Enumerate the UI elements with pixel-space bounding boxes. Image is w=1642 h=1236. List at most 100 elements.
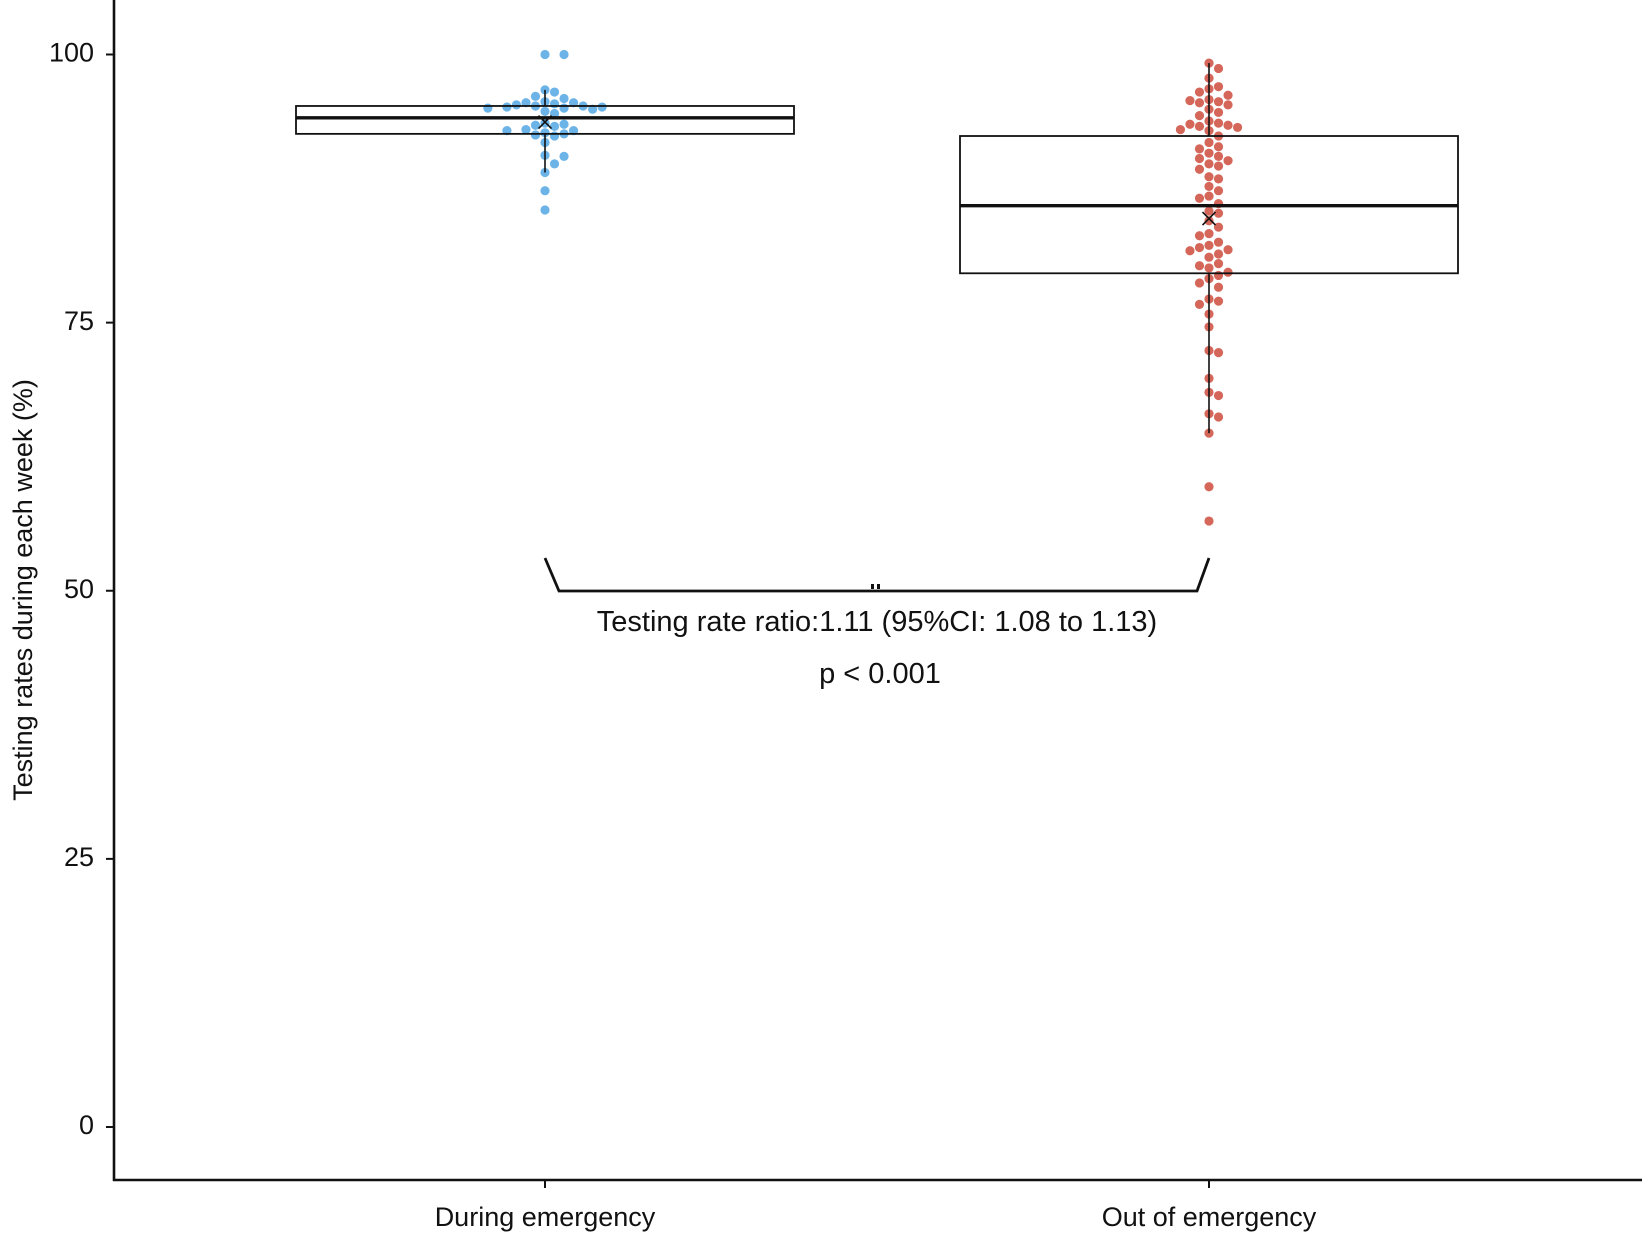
box-1 bbox=[295, 89, 795, 173]
data-point bbox=[1223, 100, 1233, 110]
y-tick-label: 75 bbox=[64, 306, 94, 336]
data-point bbox=[1194, 261, 1205, 271]
data-point bbox=[540, 186, 550, 196]
data-point bbox=[549, 131, 560, 141]
data-point bbox=[1213, 348, 1224, 358]
data-point bbox=[1204, 181, 1214, 192]
data-point bbox=[1204, 206, 1214, 216]
data-point bbox=[540, 49, 550, 60]
data-point bbox=[1194, 193, 1205, 203]
data-point bbox=[1204, 482, 1214, 492]
data-point bbox=[540, 205, 550, 215]
data-point bbox=[1213, 412, 1224, 422]
data-point bbox=[1213, 174, 1224, 184]
data-point bbox=[502, 126, 512, 136]
data-point bbox=[568, 98, 579, 108]
data-point bbox=[530, 91, 541, 101]
y-tick-label: 0 bbox=[79, 1110, 94, 1140]
y-tick-label: 25 bbox=[64, 842, 94, 872]
data-point bbox=[530, 120, 541, 130]
x-tick-label: Out of emergency bbox=[1102, 1202, 1317, 1232]
data-point bbox=[588, 104, 598, 114]
data-point bbox=[1194, 231, 1205, 241]
data-point bbox=[1204, 137, 1214, 148]
data-point bbox=[1213, 296, 1224, 306]
data-point bbox=[1213, 249, 1224, 259]
data-point bbox=[1194, 242, 1205, 253]
data-point bbox=[1194, 98, 1205, 108]
data-point bbox=[597, 102, 607, 112]
data-point bbox=[559, 103, 569, 113]
data-point bbox=[1204, 172, 1214, 182]
data-point bbox=[1194, 299, 1205, 309]
y-axis-title: Testing rates during each week (%) bbox=[8, 379, 38, 801]
data-point bbox=[1204, 229, 1214, 239]
data-point bbox=[1213, 237, 1224, 247]
box-2 bbox=[959, 63, 1459, 434]
data-point bbox=[1213, 282, 1224, 292]
data-point bbox=[559, 93, 569, 104]
data-point bbox=[1223, 120, 1233, 130]
data-point bbox=[502, 102, 512, 112]
data-point bbox=[1213, 186, 1224, 196]
data-point bbox=[1194, 278, 1205, 288]
data-point bbox=[1213, 208, 1224, 218]
data-point bbox=[549, 87, 560, 97]
data-point bbox=[511, 100, 522, 110]
data-point bbox=[1223, 90, 1233, 100]
iqr-box bbox=[295, 105, 795, 135]
data-point bbox=[1213, 63, 1224, 74]
data-points bbox=[483, 49, 1243, 526]
data-point bbox=[1194, 144, 1205, 154]
data-point bbox=[1213, 259, 1224, 269]
y-axis-ticks: 0 25 50 75 100 bbox=[49, 38, 114, 1140]
data-point bbox=[1194, 121, 1205, 131]
data-point bbox=[1213, 161, 1224, 171]
data-point bbox=[559, 49, 569, 60]
data-point bbox=[1194, 164, 1205, 174]
data-point bbox=[549, 121, 560, 131]
data-point bbox=[1204, 516, 1214, 526]
data-point bbox=[549, 159, 560, 169]
data-point bbox=[1223, 156, 1233, 166]
x-axis-ticks: During emergency Out of emergency bbox=[435, 1180, 1317, 1232]
data-point bbox=[1185, 119, 1195, 129]
data-point bbox=[1223, 267, 1233, 277]
data-point bbox=[1185, 246, 1195, 256]
data-point bbox=[1223, 245, 1233, 255]
data-point bbox=[1194, 111, 1205, 121]
data-point bbox=[1213, 142, 1224, 152]
data-point bbox=[549, 108, 560, 119]
y-tick-label: 50 bbox=[64, 574, 94, 604]
data-point bbox=[521, 124, 531, 135]
mean-marker-icon bbox=[537, 115, 553, 130]
data-point bbox=[1213, 390, 1224, 401]
data-point bbox=[549, 99, 560, 109]
data-point bbox=[540, 128, 550, 138]
data-point bbox=[483, 103, 493, 113]
data-point bbox=[521, 98, 531, 108]
data-point bbox=[559, 119, 569, 129]
data-point bbox=[1213, 222, 1224, 232]
data-point bbox=[1232, 122, 1243, 133]
mean-marker-icon bbox=[1201, 211, 1217, 226]
data-point bbox=[1204, 252, 1214, 262]
data-point bbox=[568, 126, 579, 136]
data-point bbox=[1213, 118, 1224, 128]
data-point bbox=[1175, 124, 1186, 135]
data-point bbox=[559, 151, 569, 161]
data-point bbox=[1204, 263, 1214, 273]
x-tick-label: During emergency bbox=[435, 1202, 656, 1232]
data-point bbox=[1185, 96, 1195, 106]
data-point bbox=[1213, 270, 1224, 281]
data-point bbox=[1194, 153, 1205, 164]
data-point bbox=[1213, 97, 1224, 107]
y-tick-label: 100 bbox=[49, 38, 94, 68]
box-layer bbox=[295, 63, 1459, 434]
data-point bbox=[1204, 148, 1214, 158]
data-point bbox=[1213, 82, 1224, 92]
p-value-label: p < 0.001 bbox=[819, 658, 941, 690]
data-point bbox=[1213, 151, 1224, 161]
comparison-ratio-label: Testing rate ratio:1.11 (95%CI: 1.08 to … bbox=[597, 606, 1157, 638]
